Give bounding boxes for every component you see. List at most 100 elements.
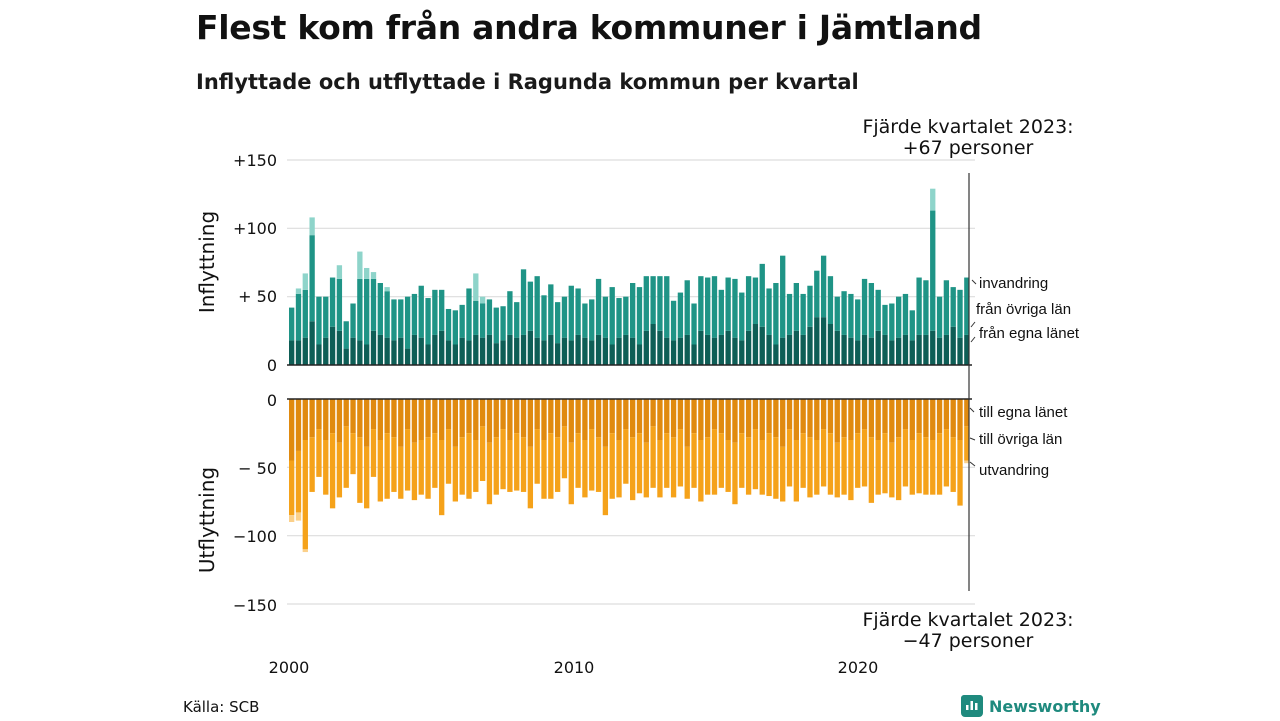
bar-in-own-county	[636, 344, 643, 365]
bar-out-own-county	[377, 399, 383, 440]
bar-out-other-counties	[582, 440, 588, 498]
legend-label-fran-ovriga-lan: från övriga län	[976, 301, 1071, 318]
bar-in-own-county	[616, 337, 622, 365]
bar-in-own-county	[670, 340, 677, 365]
bar-in-other-counties	[739, 292, 745, 341]
bar-in-own-county	[445, 340, 452, 365]
bar-in-other-counties	[834, 296, 840, 331]
bar-out-other-counties	[350, 433, 356, 475]
bar-in-other-counties	[950, 287, 956, 327]
bar-in-own-county	[439, 330, 445, 365]
bar-in-other-counties	[554, 302, 561, 344]
bar-out-other-counties	[909, 440, 915, 495]
bar-in-own-county	[923, 334, 929, 365]
bar-out-own-county	[500, 399, 506, 430]
bar-out-own-county	[589, 399, 595, 430]
bar-in-other-counties	[786, 293, 793, 335]
brand-logo[interactable]: Newsworthy	[961, 694, 1101, 718]
bar-out-own-county	[364, 399, 370, 447]
legend-leader-line	[969, 437, 976, 441]
bar-in-own-county	[554, 343, 561, 365]
bar-out-other-counties	[643, 442, 649, 498]
bar-in-other-counties	[745, 276, 752, 331]
bar-out-own-county	[718, 399, 724, 434]
bar-out-other-counties	[936, 433, 943, 495]
bar-out-own-county	[752, 399, 759, 430]
bar-out-own-county	[548, 399, 554, 434]
xtick-label: 2000	[269, 658, 310, 677]
bar-in-other-counties	[357, 278, 363, 341]
chart-subtitle: Inflyttade och utflyttade i Ragunda komm…	[196, 70, 859, 94]
bar-out-own-county	[725, 399, 731, 440]
bar-in-other-counties	[664, 276, 670, 338]
bar-out-other-counties	[568, 442, 574, 505]
bar-in-other-counties	[343, 321, 349, 349]
bar-in-own-county	[950, 326, 956, 365]
bar-in-other-counties	[855, 299, 861, 341]
bar-in-own-county	[725, 330, 731, 365]
bar-in-other-counties	[541, 295, 547, 341]
bar-out-other-counties	[486, 442, 493, 505]
bar-in-own-county	[623, 334, 629, 365]
bar-in-own-county	[289, 340, 295, 365]
bar-out-other-counties	[657, 440, 663, 498]
bar-in-own-county	[732, 337, 738, 365]
bar-out-other-counties	[950, 437, 956, 492]
bar-out-own-county	[684, 399, 690, 447]
bar-out-own-county	[561, 399, 568, 427]
bar-in-other-counties	[329, 277, 336, 327]
bar-out-other-counties	[698, 440, 704, 502]
bar-out-own-county	[425, 399, 431, 438]
bar-in-own-county	[357, 340, 363, 365]
bar-out-own-county	[595, 399, 602, 438]
bar-out-own-county	[773, 399, 779, 438]
bar-in-own-county	[643, 330, 649, 365]
legend-label-invandring: invandring	[979, 275, 1048, 292]
bar-in-other-counties	[500, 306, 506, 341]
bar-out-other-counties	[923, 437, 929, 495]
bar-in-other-counties	[848, 293, 854, 338]
bar-in-other-counties	[677, 292, 684, 338]
bar-in-own-county	[595, 334, 602, 365]
bar-in-other-counties	[705, 277, 711, 335]
bar-in-own-county	[404, 348, 411, 365]
bar-in-other-counties	[670, 300, 677, 341]
bar-in-own-county	[882, 334, 888, 365]
bar-out-other-counties	[664, 433, 670, 488]
bar-in-other-counties	[350, 303, 356, 338]
bar-out-other-counties	[786, 429, 793, 487]
bar-out-other-counties	[384, 433, 390, 499]
legend-leader-line	[970, 336, 976, 343]
bar-out-own-county	[705, 399, 711, 438]
bar-in-other-counties	[643, 276, 649, 331]
bar-out-other-counties	[691, 433, 697, 488]
bar-in-other-counties	[582, 303, 588, 338]
bar-out-other-counties	[895, 437, 902, 501]
bar-out-own-county	[479, 399, 486, 427]
bar-out-own-county	[309, 399, 315, 438]
bar-out-other-counties	[514, 433, 520, 491]
bar-in-own-county	[800, 334, 806, 365]
bar-in-other-counties	[507, 291, 513, 335]
bar-out-other-counties	[445, 429, 452, 484]
bar-out-other-counties	[745, 437, 752, 495]
bar-in-own-county	[868, 337, 875, 365]
bar-out-other-counties	[834, 442, 840, 498]
bar-in-other-counties	[589, 299, 595, 341]
bar-in-other-counties	[473, 300, 479, 335]
bar-in-other-counties	[684, 280, 690, 335]
bar-out-own-county	[350, 399, 356, 434]
bar-out-other-counties	[439, 440, 445, 516]
bar-out-own-county	[582, 399, 588, 440]
bar-in-own-county	[684, 334, 690, 365]
bar-out-own-county	[902, 399, 909, 430]
bar-in-own-county	[323, 337, 329, 365]
bar-out-other-counties	[739, 433, 745, 488]
bar-in-own-county	[664, 337, 670, 365]
legend-leader-line	[969, 407, 975, 413]
bar-emigration	[964, 460, 970, 464]
legend-label-fran-egna-lanet: från egna länet	[979, 325, 1080, 342]
bar-out-other-counties	[479, 426, 486, 481]
bar-in-other-counties	[936, 296, 943, 338]
bar-in-other-counties	[602, 296, 609, 338]
